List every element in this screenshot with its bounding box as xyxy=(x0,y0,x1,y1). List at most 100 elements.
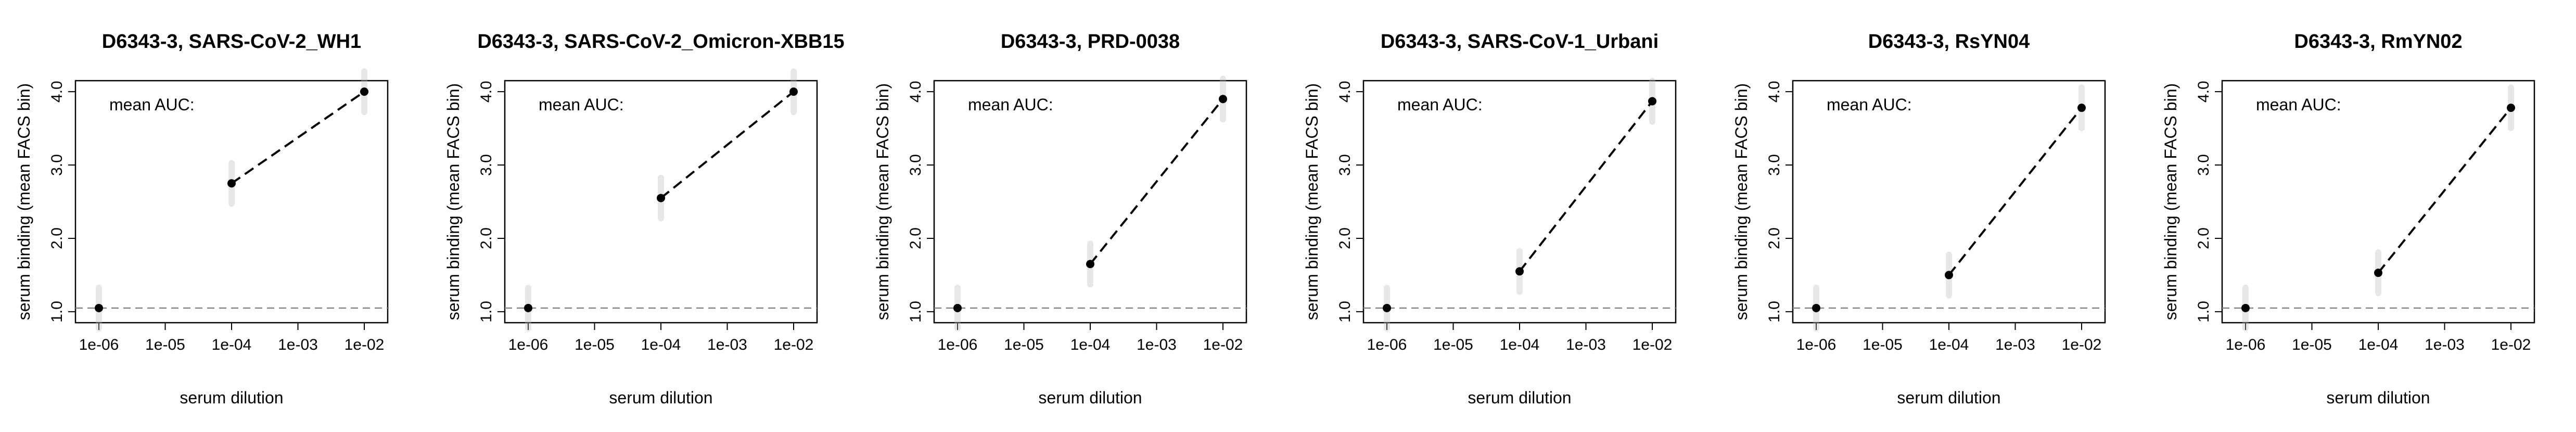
data-point xyxy=(953,303,962,312)
chart-panel: D6343-3, RmYN02 mean AUC: 1.0 2.0 3.0 4.0 1e-0… xyxy=(2161,31,2535,407)
data-point xyxy=(227,179,236,188)
data-point xyxy=(2241,303,2250,312)
data-point xyxy=(1812,303,1820,312)
y-tick-label: 2.0 xyxy=(907,227,924,249)
data-point xyxy=(1515,267,1524,276)
panel-title: D6343-3, PRD-0038 xyxy=(1001,31,1180,53)
x-tick-label: 1e-04 xyxy=(212,336,252,353)
y-axis-label: serum binding (mean FACS bin) xyxy=(444,83,463,320)
series-line xyxy=(1948,107,2083,276)
y-tick-label: 2.0 xyxy=(48,227,66,249)
x-tick-label: 1e-06 xyxy=(1796,336,1837,353)
series-line xyxy=(231,91,365,184)
panel-title: D6343-3, SARS-CoV-2_WH1 xyxy=(102,31,361,53)
x-tick-label: 1e-05 xyxy=(1863,336,1903,353)
y-tick-label: 4.0 xyxy=(478,81,495,103)
y-tick-label: 2.0 xyxy=(1766,227,1783,249)
data-point xyxy=(95,303,103,312)
y-tick-label: 3.0 xyxy=(48,154,66,176)
y-tick-label: 2.0 xyxy=(1336,227,1354,249)
data-point xyxy=(1945,271,1953,279)
data-point xyxy=(1086,260,1094,269)
y-tick-label: 3.0 xyxy=(1336,154,1354,176)
x-tick-label: 1e-02 xyxy=(1203,336,1243,353)
y-tick-label: 3.0 xyxy=(1766,154,1783,176)
panel-title: D6343-3, RmYN02 xyxy=(2294,31,2462,53)
x-tick-label: 1e-05 xyxy=(1004,336,1044,353)
series-line xyxy=(1089,98,1224,265)
y-tick-label: 3.0 xyxy=(478,154,495,176)
y-tick-label: 4.0 xyxy=(1766,81,1783,103)
x-tick-label: 1e-06 xyxy=(508,336,549,353)
data-point xyxy=(1383,303,1391,312)
data-point xyxy=(524,303,532,312)
y-tick-label: 3.0 xyxy=(2195,154,2212,176)
x-axis-label: serum dilution xyxy=(2326,388,2430,407)
x-tick-label: 1e-05 xyxy=(2292,336,2332,353)
x-tick-label: 1e-02 xyxy=(345,336,385,353)
y-tick-label: 1.0 xyxy=(1336,301,1354,323)
y-tick-label: 1.0 xyxy=(478,301,495,323)
x-axis-label: serum dilution xyxy=(609,388,712,407)
series-line xyxy=(1519,100,1653,272)
auc-annotation: mean AUC: xyxy=(1397,95,1483,114)
x-axis-label: serum dilution xyxy=(180,388,283,407)
y-tick-label: 4.0 xyxy=(907,81,924,103)
x-tick-label: 1e-04 xyxy=(1929,336,1969,353)
x-tick-label: 1e-03 xyxy=(1137,336,1177,353)
x-tick-label: 1e-03 xyxy=(278,336,318,353)
auc-annotation: mean AUC: xyxy=(1827,95,1912,114)
auc-annotation: mean AUC: xyxy=(109,95,195,114)
x-tick-label: 1e-06 xyxy=(1367,336,1407,353)
x-tick-label: 1e-04 xyxy=(641,336,681,353)
x-tick-label: 1e-03 xyxy=(2425,336,2465,353)
auc-annotation: mean AUC: xyxy=(2256,95,2341,114)
x-axis-label: serum dilution xyxy=(1038,388,1142,407)
series-line xyxy=(2377,107,2512,274)
x-tick-label: 1e-05 xyxy=(575,336,615,353)
x-tick-label: 1e-02 xyxy=(774,336,814,353)
y-axis-label: serum binding (mean FACS bin) xyxy=(873,83,892,320)
chart-panel: D6343-3, PRD-0038 mean AUC: 1.0 2.0 3.0 4.0 1e… xyxy=(873,31,1247,407)
x-tick-label: 1e-02 xyxy=(2491,336,2531,353)
x-tick-label: 1e-04 xyxy=(1500,336,1540,353)
y-tick-label: 1.0 xyxy=(907,301,924,323)
panel-title: D6343-3, RsYN04 xyxy=(1868,31,2030,53)
x-tick-label: 1e-06 xyxy=(938,336,978,353)
series-line xyxy=(660,91,795,199)
y-tick-label: 3.0 xyxy=(907,154,924,176)
x-tick-label: 1e-02 xyxy=(1633,336,1673,353)
x-tick-label: 1e-03 xyxy=(1995,336,2035,353)
x-tick-label: 1e-04 xyxy=(2358,336,2399,353)
y-tick-label: 1.0 xyxy=(1766,301,1783,323)
y-tick-label: 4.0 xyxy=(2195,81,2212,103)
x-tick-label: 1e-06 xyxy=(79,336,119,353)
data-point xyxy=(1648,97,1656,106)
x-axis-label: serum dilution xyxy=(1897,388,2000,407)
data-point xyxy=(2507,104,2515,112)
y-tick-label: 2.0 xyxy=(478,227,495,249)
x-tick-label: 1e-06 xyxy=(2226,336,2266,353)
y-tick-label: 2.0 xyxy=(2195,227,2212,249)
data-point xyxy=(657,194,665,202)
x-tick-label: 1e-03 xyxy=(707,336,747,353)
y-axis-label: serum binding (mean FACS bin) xyxy=(1732,83,1751,320)
data-point xyxy=(2077,104,2086,112)
y-axis-label: serum binding (mean FACS bin) xyxy=(1303,83,1321,320)
x-axis-label: serum dilution xyxy=(1468,388,1571,407)
panel-title: D6343-3, SARS-CoV-2_Omicron-XBB15 xyxy=(477,31,844,53)
auc-annotation: mean AUC: xyxy=(539,95,624,114)
y-tick-label: 4.0 xyxy=(48,81,66,103)
data-point xyxy=(1219,95,1227,104)
x-tick-label: 1e-05 xyxy=(145,336,185,353)
panel-title: D6343-3, SARS-CoV-1_Urbani xyxy=(1381,31,1659,53)
y-tick-label: 1.0 xyxy=(48,301,66,323)
data-point xyxy=(360,87,368,96)
y-axis-label: serum binding (mean FACS bin) xyxy=(15,83,33,320)
data-point xyxy=(2374,269,2382,277)
x-tick-label: 1e-03 xyxy=(1566,336,1606,353)
